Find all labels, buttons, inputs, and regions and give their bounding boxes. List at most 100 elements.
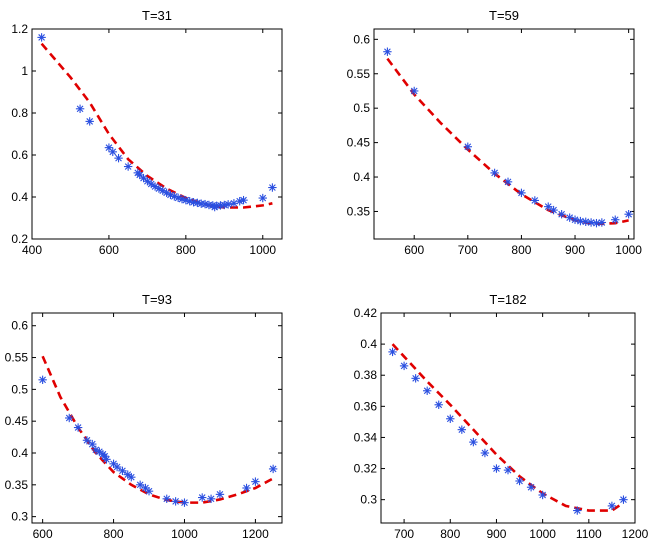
y-tick-label: 0.45 bbox=[5, 414, 29, 428]
data-point bbox=[570, 215, 580, 224]
data-point bbox=[223, 200, 233, 209]
data-point bbox=[251, 477, 260, 486]
data-point bbox=[75, 104, 85, 113]
data-point bbox=[127, 472, 136, 482]
data-point bbox=[162, 494, 171, 504]
y-tick-label: 0.6 bbox=[11, 319, 28, 333]
x-tick-label: 1000 bbox=[249, 243, 276, 257]
y-tick-label: 0.35 bbox=[347, 204, 371, 218]
x-tick-label: 600 bbox=[99, 243, 119, 257]
data-point bbox=[206, 494, 216, 504]
x-tick-label: 1100 bbox=[576, 527, 602, 541]
data-point bbox=[180, 498, 189, 507]
data-point bbox=[102, 455, 111, 464]
data-point bbox=[82, 436, 92, 445]
x-tick-label: 1200 bbox=[242, 527, 269, 541]
data-point bbox=[573, 506, 582, 515]
chart-title: T=93 bbox=[142, 292, 172, 307]
data-point bbox=[624, 210, 633, 219]
data-point bbox=[239, 195, 248, 205]
x-tick-label: 400 bbox=[22, 243, 42, 257]
data-point bbox=[526, 483, 536, 492]
chart-title: T=182 bbox=[489, 292, 526, 307]
data-point bbox=[399, 361, 409, 371]
y-tick-label: 0.8 bbox=[11, 106, 28, 120]
y-tick-label: 0.3 bbox=[360, 493, 377, 507]
y-tick-label: 0.34 bbox=[354, 430, 378, 444]
data-point bbox=[37, 33, 46, 42]
fit-curve bbox=[391, 343, 625, 512]
data-point bbox=[422, 386, 432, 395]
x-tick-label: 900 bbox=[486, 527, 506, 541]
x-tick-label: 1200 bbox=[622, 527, 649, 541]
data-point bbox=[611, 215, 620, 224]
data-point bbox=[411, 374, 420, 383]
y-tick-label: 0.35 bbox=[5, 478, 29, 492]
data-point bbox=[480, 448, 490, 458]
data-point bbox=[144, 486, 154, 496]
y-tick-label: 0.4 bbox=[360, 337, 377, 351]
y-tick-label: 0.45 bbox=[347, 136, 371, 150]
subplot-t59: T=59 600 700 800 900 1000 0.35 0.4 0.45 0.5 0.55 0.… bbox=[347, 8, 643, 257]
data-point bbox=[457, 425, 467, 434]
y-tick-label: 0.3 bbox=[11, 510, 28, 524]
y-tick-label: 0.55 bbox=[347, 67, 371, 81]
data-point bbox=[592, 218, 601, 228]
data-point bbox=[268, 464, 278, 474]
data-point bbox=[108, 147, 117, 157]
data-point bbox=[515, 476, 524, 486]
plot-frame bbox=[373, 28, 635, 240]
y-tick-label: 0.4 bbox=[11, 446, 28, 460]
y-tick-label: 0.6 bbox=[11, 148, 28, 162]
fit-curve bbox=[386, 57, 629, 226]
data-point bbox=[463, 142, 473, 151]
y-tick-label: 0.42 bbox=[354, 306, 378, 320]
subplot-t182: T=182 700 800 900 1000 1100 1200 0.3 0.32 0.34 0.3… bbox=[354, 292, 649, 541]
data-point bbox=[95, 447, 104, 456]
data-point bbox=[549, 205, 558, 215]
x-tick-label: 600 bbox=[33, 527, 53, 541]
data-point bbox=[185, 197, 194, 206]
chart-title: T=59 bbox=[489, 8, 519, 23]
data-point bbox=[268, 183, 277, 192]
data-point bbox=[85, 117, 94, 126]
data-point bbox=[258, 193, 267, 203]
data-point bbox=[410, 86, 419, 96]
data-point bbox=[503, 177, 513, 187]
plot-frame bbox=[31, 28, 283, 240]
x-tick-label: 1000 bbox=[615, 243, 642, 257]
data-point bbox=[388, 347, 397, 357]
chart-title: T=31 bbox=[142, 8, 172, 23]
data-point bbox=[112, 462, 122, 472]
y-tick-label: 1 bbox=[21, 64, 28, 78]
y-tick-label: 0.2 bbox=[11, 232, 28, 246]
y-tick-label: 0.6 bbox=[353, 32, 370, 46]
data-point bbox=[215, 490, 225, 499]
y-tick-label: 0.38 bbox=[354, 368, 378, 382]
data-point bbox=[586, 218, 596, 227]
x-tick-label: 700 bbox=[394, 527, 414, 541]
subplot-t31: T=31 400 600 800 1000 0.2 0.4 0.6 0.8 1 1.2 bbox=[11, 8, 283, 257]
fit-curve bbox=[40, 42, 273, 209]
data-point bbox=[88, 439, 97, 449]
x-tick-label: 1000 bbox=[171, 527, 198, 541]
y-tick-label: 0.36 bbox=[354, 399, 378, 413]
data-point bbox=[490, 168, 499, 178]
data-point bbox=[469, 437, 478, 447]
data-point bbox=[576, 216, 585, 226]
data-point bbox=[565, 213, 574, 222]
subplot-t93: T=93 600 800 1000 1200 0.3 0.35 0.4 0.45 0.5 0.55 0… bbox=[5, 292, 283, 541]
y-tick-label: 0.5 bbox=[11, 382, 28, 396]
data-point bbox=[65, 413, 74, 423]
data-point bbox=[73, 423, 83, 432]
data-point bbox=[114, 153, 123, 163]
x-tick-label: 800 bbox=[176, 243, 196, 257]
data-point bbox=[517, 188, 526, 198]
data-point bbox=[242, 483, 251, 493]
data-point bbox=[544, 202, 553, 211]
data-point bbox=[597, 218, 607, 227]
data-point bbox=[607, 501, 617, 511]
data-point bbox=[118, 466, 127, 476]
plot-frame bbox=[380, 312, 636, 524]
